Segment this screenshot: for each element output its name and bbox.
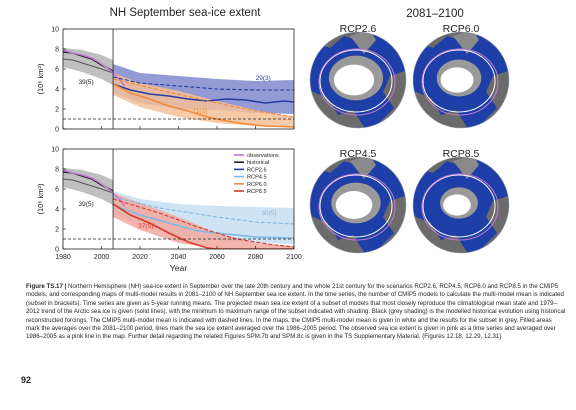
figure-caption: Figure TS.17 | Northern Hemisphere (NH) … [26,283,566,342]
polar-map-rcp45 [309,156,407,254]
legend-label-rcp26: RCP2.6 [247,167,267,173]
y-axis-label: (10⁶ km²) [36,63,45,95]
y-tick-label: 4 [55,87,59,94]
map-ice-subset [335,191,373,219]
x-tick-label: 2040 [171,254,187,261]
y-tick-label: 4 [55,207,59,214]
x-tick-label: 1980 [55,254,71,261]
series-historical-mean [63,178,114,194]
map-greenland [350,32,376,54]
annotation-count: 29(3) [256,75,271,82]
x-tick-label: 2080 [248,254,264,261]
shade-historical-shade [63,168,114,205]
y-tick-label: 6 [55,187,59,194]
y-axis-label: (10⁶ km²) [36,183,45,215]
y-tick-label: 8 [55,47,59,54]
map-title-rcp26: RCP2.6 [339,23,377,35]
legend-label-observations: observations [247,153,279,159]
map-border [412,31,510,129]
series-rcp45-mean [112,196,294,225]
annotation-count: 39(5) [79,79,94,86]
timeseries-panel-bottom: 0 2 4 6 8 10 1980 2000 2020 2040 2060 2080 2100 (10⁶ … [36,147,302,274]
y-tick-label: 0 [55,247,59,254]
annotation-count: 39(5) [79,201,94,208]
map-title-rcp45: RCP4.5 [339,148,377,160]
map-historical-extent-line [422,49,496,113]
map-title-rcp85: RCP8.5 [442,148,480,160]
y-tick-label: 2 [55,227,59,234]
polar-map-rcp26 [309,31,407,129]
shade-rcp45-shade [113,191,294,244]
map-ice-subset [333,64,375,96]
figure-canvas: 0 2 4 6 8 10 (10⁶ km²) 39(5) 29(3) 21(2) 0 2 4 6 8 10 19… [36,27,510,274]
map-historical-extent-line [319,174,393,238]
y-tick-label: 10 [51,147,59,154]
map-border [309,156,407,254]
map-ice-subset [440,67,474,93]
map-historical-extent-line [319,49,393,113]
map-observed-extent-line [421,173,499,241]
series-rcp45-subset [112,204,294,239]
y-tick-label: 6 [55,67,59,74]
legend-label-rcp60: RCP6.0 [247,182,267,188]
shade-rcp85-shade [113,193,294,249]
map-border [309,31,407,129]
annotation-count: 21(2) [192,108,207,115]
map-border [412,156,510,254]
x-tick-label: 2000 [94,254,110,261]
y-tick-label: 10 [51,27,59,34]
legend-label-rcp85: RCP8.5 [247,189,267,195]
maps-title: 2081–2100 [406,8,464,20]
map-title-rcp60: RCP6.0 [442,23,480,35]
page-number: 92 [21,375,32,385]
x-axis-label: Year [170,263,187,273]
map-observed-extent-line [318,48,396,116]
y-tick-label: 0 [55,127,59,134]
caption-label: Figure TS.17 | [26,283,67,290]
shade-historical-shade [63,48,114,85]
polar-map-rcp85 [412,156,510,254]
map-greenland [453,157,479,179]
legend-label-rcp45: RCP4.5 [247,175,267,181]
annotation-count: 30(5) [261,210,276,217]
x-tick-label: 2020 [132,254,148,261]
legend-label-historical: historical [247,160,269,166]
series-rcp85-mean [112,198,294,248]
map-greenland [453,32,479,54]
timeseries-title: NH September sea-ice extent [109,7,261,19]
series-historical-mean [63,58,114,74]
x-tick-label: 2060 [209,254,225,261]
x-tick-label: 2100 [286,254,302,261]
map-observed-extent-line [421,48,499,116]
polar-map-rcp60 [412,31,510,129]
series-rcp26-mean [112,76,294,91]
map-ice-subset [443,194,471,216]
y-tick-label: 2 [55,107,59,114]
map-greenland [350,157,376,179]
series-rcp60-subset [112,83,294,128]
series-observations [63,169,126,207]
map-observed-extent-line [318,173,396,241]
map-historical-extent-line [422,174,496,238]
timeseries-panel-top: 0 2 4 6 8 10 (10⁶ km²) 39(5) 29(3) 21(2) [36,27,295,134]
caption-text: Northern Hemisphere (NH) sea-ice extent … [26,283,566,341]
y-tick-label: 8 [55,167,59,174]
series-observations [63,49,126,87]
series-rcp60-mean [112,78,294,118]
annotation-count: 37(5) [138,223,153,230]
